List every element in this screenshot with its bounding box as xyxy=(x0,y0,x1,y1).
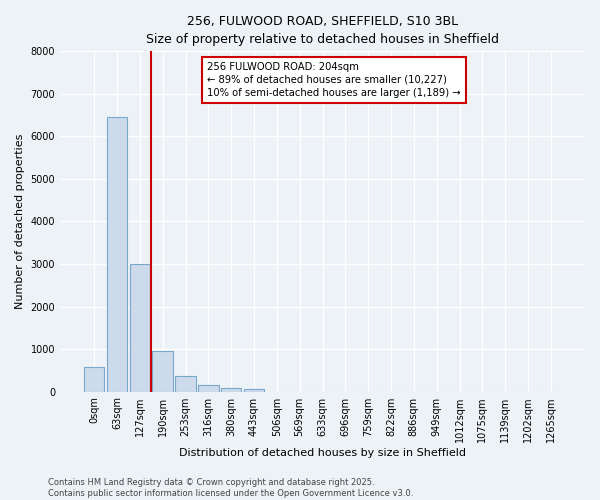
Text: Contains HM Land Registry data © Crown copyright and database right 2025.
Contai: Contains HM Land Registry data © Crown c… xyxy=(48,478,413,498)
Y-axis label: Number of detached properties: Number of detached properties xyxy=(15,134,25,309)
Bar xyxy=(175,376,196,392)
Bar xyxy=(84,367,104,392)
Bar xyxy=(130,264,150,392)
X-axis label: Distribution of detached houses by size in Sheffield: Distribution of detached houses by size … xyxy=(179,448,466,458)
Bar xyxy=(107,118,127,392)
Text: 256 FULWOOD ROAD: 204sqm
← 89% of detached houses are smaller (10,227)
10% of se: 256 FULWOOD ROAD: 204sqm ← 89% of detach… xyxy=(207,62,461,98)
Title: 256, FULWOOD ROAD, SHEFFIELD, S10 3BL
Size of property relative to detached hous: 256, FULWOOD ROAD, SHEFFIELD, S10 3BL Si… xyxy=(146,15,499,46)
Bar xyxy=(221,388,241,392)
Bar xyxy=(198,385,218,392)
Bar xyxy=(152,351,173,392)
Bar xyxy=(244,389,264,392)
